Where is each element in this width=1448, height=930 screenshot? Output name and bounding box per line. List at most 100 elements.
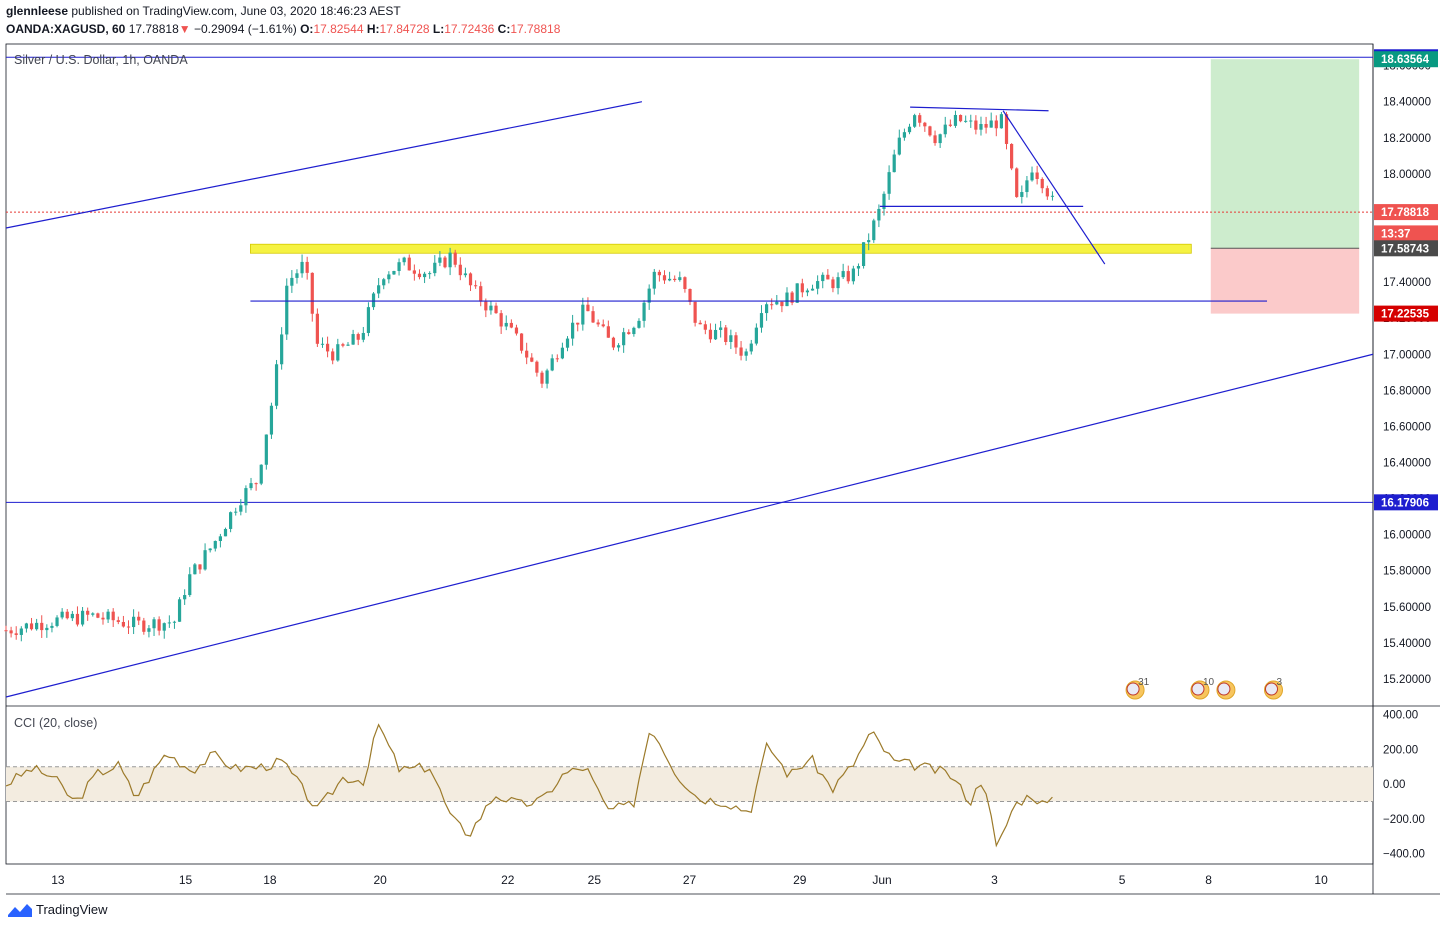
- candle-body: [290, 277, 294, 286]
- price-change: −0.29094 (−1.61%): [194, 22, 297, 36]
- candle-body: [295, 273, 299, 278]
- time-tick-label: 15: [179, 873, 193, 887]
- support-zone[interactable]: [250, 243, 1192, 254]
- candle-body: [907, 126, 912, 133]
- candle-body: [902, 132, 907, 138]
- high-label: H:: [366, 22, 380, 36]
- candle-body: [167, 622, 171, 624]
- last-price: 17.78818: [128, 22, 179, 36]
- candle-body: [19, 628, 23, 635]
- candle-body: [132, 616, 136, 628]
- candle-body: [790, 292, 794, 303]
- cci-tick-label: 0.00: [1383, 779, 1405, 791]
- candle-body: [4, 630, 8, 632]
- trendline[interactable]: [5, 101, 643, 229]
- publish-info: glennleese published on TradingView.com,…: [6, 4, 401, 18]
- candle-body: [351, 334, 355, 345]
- candle-body: [341, 344, 345, 346]
- candle-body: [346, 344, 350, 346]
- cci-band: [6, 766, 1373, 802]
- candle-body: [586, 304, 590, 312]
- trendline[interactable]: [910, 106, 1049, 112]
- candle-body: [356, 334, 360, 340]
- candle-body: [101, 617, 105, 620]
- candle-body: [193, 564, 197, 575]
- candle-body: [91, 613, 95, 615]
- candle-body: [453, 252, 457, 265]
- candle-body: [892, 154, 896, 173]
- symbol-info: OANDA:XAGUSD, 60 17.78818▼ −0.29094 (−1.…: [6, 22, 560, 36]
- candle-body: [668, 278, 672, 281]
- candle-body: [325, 343, 330, 352]
- candle-body: [994, 120, 998, 129]
- brand-name[interactable]: TradingView: [36, 902, 108, 917]
- trendline[interactable]: [5, 353, 1374, 698]
- price-label-text: 13:37: [1381, 228, 1410, 240]
- author-name[interactable]: glennleese: [6, 4, 69, 18]
- price-label-text: 17.22535: [1381, 309, 1430, 321]
- candle-body: [126, 626, 131, 628]
- candle-body: [708, 329, 713, 340]
- candle-body: [662, 275, 667, 281]
- price-label-text: 17.78818: [1381, 207, 1430, 219]
- candle-body: [438, 257, 442, 263]
- candle-body: [739, 347, 743, 356]
- candle-body: [96, 613, 100, 618]
- candle-body: [948, 124, 952, 126]
- candle-body: [657, 271, 661, 276]
- candle-body: [70, 613, 74, 619]
- cci-tick-label: 200.00: [1383, 744, 1418, 756]
- candle-body: [1040, 178, 1044, 189]
- open-value: 17.82544: [313, 22, 364, 36]
- us-flag-icon: [1191, 682, 1205, 696]
- candle-body: [489, 305, 493, 311]
- candle-body: [611, 337, 616, 348]
- candle-body: [724, 327, 728, 342]
- price-tick-label: 16.80000: [1383, 385, 1431, 397]
- candle-body: [152, 619, 156, 629]
- us-flag-icon: [1265, 682, 1279, 696]
- candle-body: [530, 357, 534, 362]
- candle-body: [116, 620, 120, 622]
- candle-body: [147, 628, 151, 632]
- candle-body: [764, 304, 769, 314]
- candle-body: [841, 271, 845, 278]
- trendline[interactable]: [1002, 110, 1106, 265]
- candle-body: [632, 327, 636, 335]
- candle-body: [571, 322, 575, 339]
- low-value: 17.72436: [444, 22, 495, 36]
- time-tick-label: Jun: [872, 873, 891, 887]
- candle-body: [514, 327, 519, 334]
- candle-body: [157, 619, 161, 631]
- candle-body: [479, 286, 483, 302]
- close-value: 17.78818: [510, 22, 561, 36]
- candle-body: [305, 261, 309, 273]
- candle-body: [1050, 195, 1055, 197]
- candle-body: [80, 610, 85, 625]
- candle-body: [846, 271, 850, 282]
- candle-body: [989, 120, 993, 128]
- time-tick-label: 8: [1205, 873, 1212, 887]
- price-label-text: 16.17906: [1381, 497, 1429, 509]
- candle-body: [928, 126, 932, 136]
- candle-body: [320, 343, 325, 345]
- candle-body: [499, 313, 503, 327]
- candle-body: [719, 327, 723, 330]
- symbol-name: OANDA:XAGUSD, 60: [6, 22, 126, 36]
- candle-body: [810, 288, 815, 291]
- candle-body: [918, 115, 922, 123]
- price-tick-label: 16.60000: [1383, 421, 1431, 433]
- candle-body: [606, 326, 610, 338]
- candle-body: [979, 124, 983, 130]
- candle-body: [581, 304, 585, 325]
- candle-body: [45, 627, 49, 631]
- time-tick-label: 13: [51, 873, 65, 887]
- candle-body: [703, 324, 707, 330]
- candle-body: [183, 595, 187, 600]
- candle-body: [693, 301, 697, 323]
- candle-body: [953, 114, 958, 126]
- high-value: 17.84728: [379, 22, 430, 36]
- price-tick-label: 17.40000: [1383, 277, 1431, 289]
- candle-body: [208, 548, 212, 551]
